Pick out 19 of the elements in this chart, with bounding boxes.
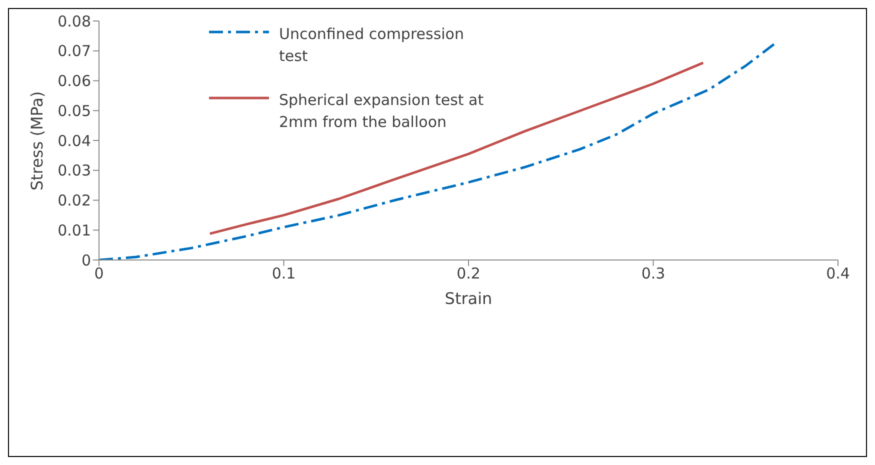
y-tick-label: 0.08 xyxy=(58,12,91,30)
y-tick-label: 0 xyxy=(81,251,91,270)
line-series xyxy=(208,62,704,235)
legend-label: Unconfined compression test xyxy=(279,24,465,67)
x-tick-label: 0.3 xyxy=(641,264,666,283)
x-axis-title: Strain xyxy=(444,289,492,308)
x-tick-label: 0.1 xyxy=(272,264,296,283)
y-tick-label: 0.02 xyxy=(58,192,91,210)
x-tick-label: 0 xyxy=(94,264,104,283)
y-tick-label: 0.07 xyxy=(58,42,91,60)
y-tick-label: 0.03 xyxy=(58,162,91,180)
x-tick-label: 0.4 xyxy=(826,264,850,283)
legend-label: Spherical expansion test at 2mm from the balloon xyxy=(279,90,485,133)
y-tick-label: 0.06 xyxy=(58,72,91,90)
y-axis-title: Stress (MPa) xyxy=(28,91,47,190)
y-tick-label: 0.01 xyxy=(58,221,91,240)
y-tick-label: 0.05 xyxy=(58,102,91,120)
y-tick-label: 0.04 xyxy=(58,132,91,150)
x-tick-label: 0.2 xyxy=(456,264,480,283)
